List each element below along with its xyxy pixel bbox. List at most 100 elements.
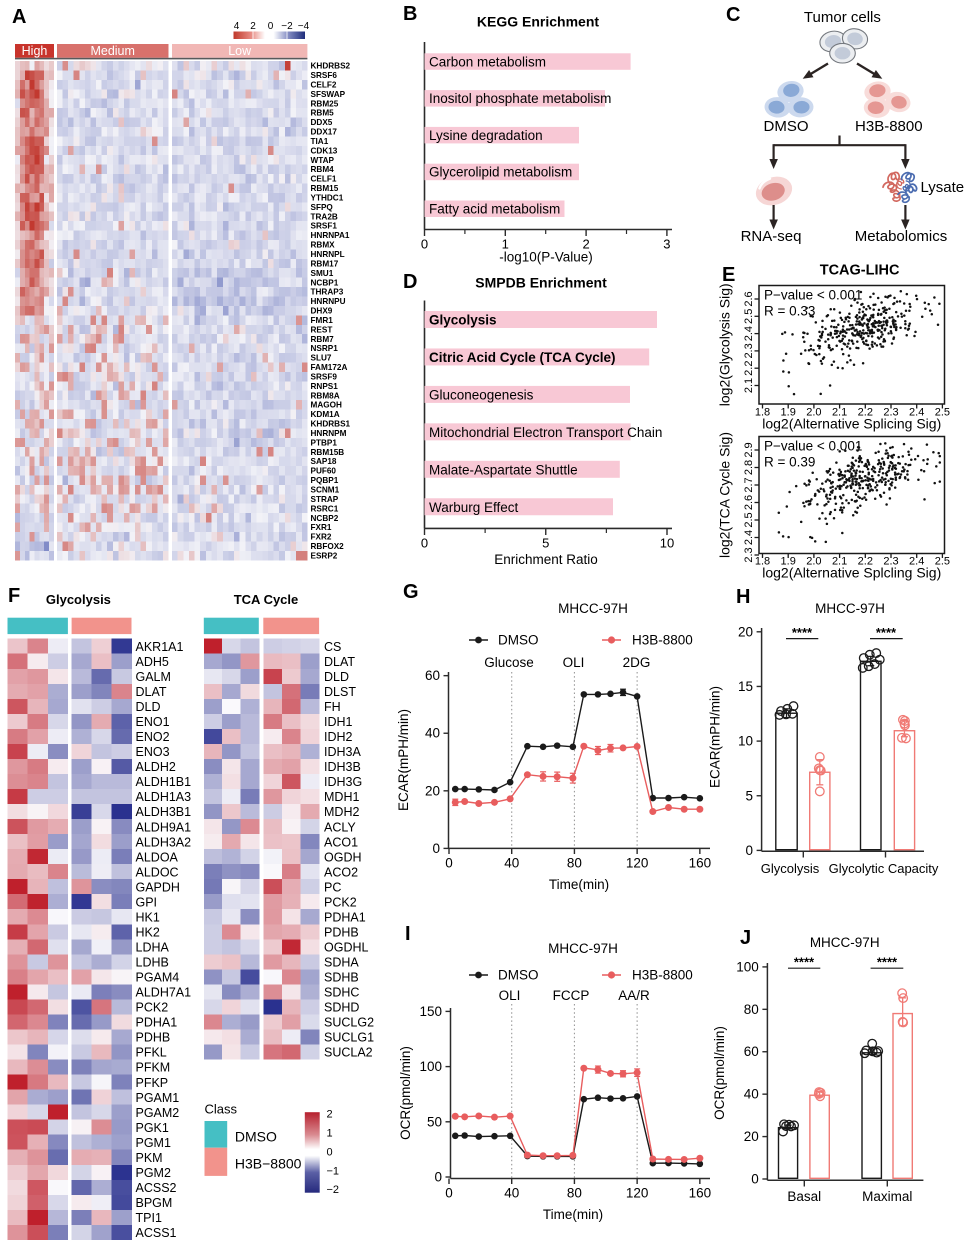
svg-text:10: 10 xyxy=(738,734,753,749)
svg-text:PGM2: PGM2 xyxy=(136,1166,171,1180)
svg-text:Metabolomics: Metabolomics xyxy=(855,228,948,245)
svg-text:IDH1: IDH1 xyxy=(324,715,353,729)
svg-text:E: E xyxy=(722,264,735,286)
svg-text:ALDH1A3: ALDH1A3 xyxy=(136,790,192,804)
svg-text:Mitochondrial Electron Transpo: Mitochondrial Electron Transport Chain xyxy=(429,425,662,440)
svg-text:F: F xyxy=(8,585,20,607)
svg-text:2: 2 xyxy=(250,21,256,32)
svg-text:RNA-seq: RNA-seq xyxy=(741,228,802,245)
svg-text:150: 150 xyxy=(419,1004,442,1019)
svg-text:SLU7: SLU7 xyxy=(311,354,332,363)
svg-text:3: 3 xyxy=(663,237,670,252)
svg-text:PDHA1: PDHA1 xyxy=(324,910,366,924)
svg-text:TPI1: TPI1 xyxy=(136,1211,162,1225)
svg-text:R = 0.39: R = 0.39 xyxy=(764,455,815,470)
svg-text:Gluconeogenesis: Gluconeogenesis xyxy=(429,387,534,402)
svg-text:****: **** xyxy=(877,955,898,970)
svg-text:OLI: OLI xyxy=(499,988,521,1003)
svg-text:HK1: HK1 xyxy=(136,910,160,924)
svg-text:0: 0 xyxy=(445,856,453,871)
svg-text:SDHB: SDHB xyxy=(324,971,359,985)
svg-text:PCK2: PCK2 xyxy=(324,895,357,909)
svg-text:RBM7: RBM7 xyxy=(311,335,335,344)
svg-text:PGK1: PGK1 xyxy=(136,1121,169,1135)
svg-text:H3B−8800: H3B−8800 xyxy=(235,1156,302,1172)
svg-text:2.2: 2.2 xyxy=(858,407,873,419)
svg-text:PUF60: PUF60 xyxy=(311,467,337,476)
svg-text:PTBP1: PTBP1 xyxy=(311,438,338,447)
svg-text:20: 20 xyxy=(738,624,753,639)
svg-text:80: 80 xyxy=(567,1186,582,1201)
svg-text:ACLY: ACLY xyxy=(324,820,356,834)
svg-text:YTHDC1: YTHDC1 xyxy=(311,193,344,202)
svg-text:THRAP3: THRAP3 xyxy=(311,288,344,297)
svg-text:****: **** xyxy=(792,625,813,640)
svg-text:0: 0 xyxy=(751,1172,759,1187)
svg-text:AA/R: AA/R xyxy=(618,988,650,1003)
svg-text:SDHD: SDHD xyxy=(324,1001,359,1015)
svg-text:Basal: Basal xyxy=(787,1189,821,1204)
svg-text:GAPDH: GAPDH xyxy=(136,880,180,894)
svg-text:OLI: OLI xyxy=(563,655,585,670)
svg-text:SUCLG2: SUCLG2 xyxy=(324,1016,374,1030)
svg-text:C: C xyxy=(726,4,740,26)
svg-text:HK2: HK2 xyxy=(136,925,160,939)
svg-text:TCA Cycle: TCA Cycle xyxy=(234,592,299,607)
svg-text:2.5: 2.5 xyxy=(935,556,950,568)
svg-text:STRAP: STRAP xyxy=(311,495,339,504)
svg-text:NCBP1: NCBP1 xyxy=(311,278,339,287)
svg-text:TRA2B: TRA2B xyxy=(311,212,338,221)
svg-text:LDHB: LDHB xyxy=(136,956,169,970)
svg-text:TIA1: TIA1 xyxy=(311,137,329,146)
svg-text:0: 0 xyxy=(327,1146,333,1158)
svg-text:MDH1: MDH1 xyxy=(324,790,359,804)
svg-text:NCBP2: NCBP2 xyxy=(311,514,339,523)
svg-text:DLST: DLST xyxy=(324,685,356,699)
svg-text:ECAR(mPH/min): ECAR(mPH/min) xyxy=(396,709,411,811)
svg-text:PQBP1: PQBP1 xyxy=(311,476,339,485)
svg-text:Inositol phosphate metabolism: Inositol phosphate metabolism xyxy=(429,91,611,106)
svg-text:H3B-8800: H3B-8800 xyxy=(632,968,693,983)
svg-text:−4: −4 xyxy=(298,21,310,32)
svg-text:NSRP1: NSRP1 xyxy=(311,344,339,353)
svg-text:40: 40 xyxy=(504,1186,519,1201)
svg-text:40: 40 xyxy=(425,726,440,741)
svg-text:PDHB: PDHB xyxy=(324,925,359,939)
svg-text:log2(Alternative Splicing Sig): log2(Alternative Splicing Sig) xyxy=(762,416,941,432)
svg-text:ENO3: ENO3 xyxy=(136,745,170,759)
svg-text:2.0: 2.0 xyxy=(806,407,821,419)
svg-text:1.8: 1.8 xyxy=(755,407,770,419)
svg-text:IDH2: IDH2 xyxy=(324,730,353,744)
svg-text:RBMX: RBMX xyxy=(311,241,336,250)
svg-text:A: A xyxy=(12,6,26,28)
svg-text:DLAT: DLAT xyxy=(136,685,167,699)
svg-text:REST: REST xyxy=(311,325,333,334)
svg-text:Lysine degradation: Lysine degradation xyxy=(429,128,543,143)
svg-text:2.2: 2.2 xyxy=(743,361,755,376)
svg-text:ACSS1: ACSS1 xyxy=(136,1226,177,1240)
svg-text:RBFOX2: RBFOX2 xyxy=(311,542,345,551)
svg-text:H3B-8800: H3B-8800 xyxy=(855,118,923,135)
svg-text:50: 50 xyxy=(427,1114,442,1129)
svg-text:PFKP: PFKP xyxy=(136,1076,169,1090)
svg-text:SDHA: SDHA xyxy=(324,956,359,970)
svg-text:RNPS1: RNPS1 xyxy=(311,382,339,391)
svg-text:ESRP2: ESRP2 xyxy=(311,551,338,560)
svg-text:2.3: 2.3 xyxy=(883,556,898,568)
svg-text:DLD: DLD xyxy=(324,670,349,684)
svg-text:SCNM1: SCNM1 xyxy=(311,486,340,495)
svg-text:CELF1: CELF1 xyxy=(311,175,337,184)
svg-text:0: 0 xyxy=(268,21,274,32)
svg-text:5: 5 xyxy=(542,536,549,551)
svg-text:OGDH: OGDH xyxy=(324,850,362,864)
svg-text:Time(min): Time(min) xyxy=(543,1207,603,1222)
svg-text:0: 0 xyxy=(421,237,428,252)
svg-text:Glycerolipid metabolism: Glycerolipid metabolism xyxy=(429,165,572,180)
svg-text:−2: −2 xyxy=(327,1184,340,1196)
svg-text:R = 0.33: R = 0.33 xyxy=(764,304,815,319)
svg-text:RBM4: RBM4 xyxy=(311,165,335,174)
svg-text:MHCC-97H: MHCC-97H xyxy=(548,941,618,956)
svg-text:−1: −1 xyxy=(327,1165,340,1177)
svg-text:DLD: DLD xyxy=(136,700,161,714)
svg-text:D: D xyxy=(403,271,417,293)
